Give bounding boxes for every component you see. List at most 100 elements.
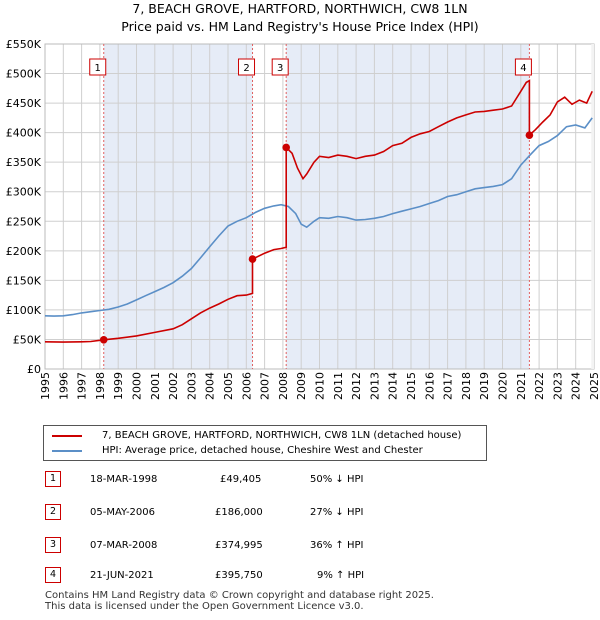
price-line xyxy=(44,79,593,343)
footer-attribution: Contains HM Land Registry data © Crown c… xyxy=(45,590,434,612)
x-tick-label-8: 2003 xyxy=(185,372,198,400)
x-tick-label-9: 2004 xyxy=(204,372,217,400)
y-tick-label-11: £550K xyxy=(6,38,42,51)
series-lines xyxy=(44,79,593,343)
x-tick-label-4: 1999 xyxy=(112,372,125,400)
x-tick-label-7: 2002 xyxy=(167,372,180,400)
sale-label-text-1: 1 xyxy=(95,63,101,74)
x-tick-label-0: 1995 xyxy=(39,372,52,400)
x-tick-label-24: 2019 xyxy=(478,372,491,400)
x-tick-label-30: 2025 xyxy=(588,372,600,400)
sale-label-2: 2 xyxy=(238,58,256,76)
sale-hpi-diff: 9% ↑ HPI xyxy=(317,570,365,581)
legend-swatch-property xyxy=(52,434,82,437)
x-tick-label-12: 2007 xyxy=(259,372,272,400)
sale-price: £186,000 xyxy=(215,507,263,518)
shade-period-1 xyxy=(103,44,253,369)
table-row: 4 21-JUN-2021 £395,750 9% ↑ HPI xyxy=(45,567,405,587)
legend-item-hpi: HPI: Average price, detached house, Ches… xyxy=(52,445,423,456)
x-tick-label-28: 2023 xyxy=(551,372,564,400)
sale-date: 18-MAR-1998 xyxy=(90,474,158,485)
legend-item-property: 7, BEACH GROVE, HARTFORD, NORTHWICH, CW8… xyxy=(52,430,461,441)
price-chart: 7, BEACH GROVE, HARTFORD, NORTHWICH, CW8… xyxy=(6,1,600,400)
x-tick-label-3: 1998 xyxy=(94,372,107,400)
sale-labels: 1 2 3 4 xyxy=(89,58,532,76)
x-tick-label-21: 2016 xyxy=(423,372,436,400)
sale-hpi-diff: 27% ↓ HPI xyxy=(310,507,364,518)
footer-line-2: This data is licensed under the Open Gov… xyxy=(45,601,364,612)
sale-hpi-diff: 36% ↑ HPI xyxy=(310,540,364,551)
sale-price: £374,995 xyxy=(215,540,263,551)
footer-line-1: Contains HM Land Registry data © Crown c… xyxy=(45,590,434,601)
y-tick-label-9: £450K xyxy=(6,97,42,110)
y-tick-label-6: £300K xyxy=(6,186,42,199)
table-row: 1 18-MAR-1998 £49,405 50% ↓ HPI xyxy=(45,471,405,491)
chart-subtitle: Price paid vs. HM Land Registry's House … xyxy=(121,19,478,34)
sale-point-2 xyxy=(248,255,257,263)
legend-label-property: 7, BEACH GROVE, HARTFORD, NORTHWICH, CW8… xyxy=(102,430,462,441)
y-tick-label-5: £250K xyxy=(6,215,42,228)
x-tick-label-26: 2021 xyxy=(515,372,528,400)
y-tick-label-0: £0 xyxy=(27,363,41,376)
x-tick-label-18: 2013 xyxy=(368,372,381,400)
legend: 7, BEACH GROVE, HARTFORD, NORTHWICH, CW8… xyxy=(43,425,487,461)
sale-price: £395,750 xyxy=(215,570,263,581)
grid-lines xyxy=(44,43,595,370)
x-tick-label-15: 2010 xyxy=(314,372,327,400)
y-tick-label-2: £100K xyxy=(6,304,42,317)
sale-number-badge: 4 xyxy=(45,567,61,583)
x-tick-label-25: 2020 xyxy=(497,372,510,400)
y-tick-label-7: £350K xyxy=(6,156,42,169)
sale-label-text-3: 3 xyxy=(277,63,283,74)
sale-hpi-diff: 50% ↓ HPI xyxy=(310,474,364,485)
x-tick-label-13: 2008 xyxy=(277,372,290,400)
sale-label-3: 3 xyxy=(271,58,289,76)
sale-label-box-4 xyxy=(514,58,532,76)
sale-number-badge: 2 xyxy=(45,504,61,520)
legend-swatch-hpi xyxy=(52,449,82,452)
x-tick-label-20: 2015 xyxy=(405,372,418,400)
y-tick-label-8: £400K xyxy=(6,127,42,140)
sale-point-3 xyxy=(282,143,290,152)
sale-label-box-1 xyxy=(89,58,107,76)
y-tick-label-4: £200K xyxy=(6,245,42,258)
sale-points xyxy=(99,131,534,344)
hpi-line xyxy=(44,117,593,317)
sale-label-text-4: 4 xyxy=(520,63,526,74)
y-tick-label-3: £150K xyxy=(6,274,42,287)
sale-point-4 xyxy=(525,131,534,139)
y-tick-label-1: £50K xyxy=(13,333,42,346)
sale-number-badge: 3 xyxy=(45,537,61,553)
x-tick-label-14: 2009 xyxy=(295,372,308,400)
x-tick-label-6: 2001 xyxy=(149,372,162,400)
sale-label-text-2: 2 xyxy=(243,63,249,74)
table-row: 2 05-MAY-2006 £186,000 27% ↓ HPI xyxy=(45,504,405,524)
x-tick-label-10: 2005 xyxy=(222,372,235,400)
x-tick-label-29: 2024 xyxy=(570,372,583,400)
x-tick-label-16: 2011 xyxy=(332,372,345,400)
x-tick-label-5: 2000 xyxy=(131,372,144,400)
y-tick-label-10: £500K xyxy=(6,68,42,81)
x-tick-label-19: 2014 xyxy=(387,372,400,400)
sale-date: 05-MAY-2006 xyxy=(90,507,156,518)
table-row: 3 07-MAR-2008 £374,995 36% ↑ HPI xyxy=(45,537,405,557)
x-tick-label-2: 1997 xyxy=(76,372,89,400)
x-tick-label-27: 2022 xyxy=(533,372,546,400)
future-area xyxy=(591,44,594,369)
x-tick-label-11: 2006 xyxy=(240,372,253,400)
sale-label-box-3 xyxy=(271,58,289,76)
legend-label-hpi: HPI: Average price, detached house, Ches… xyxy=(102,445,423,456)
x-tick-label-17: 2012 xyxy=(350,372,363,400)
x-tick-label-23: 2018 xyxy=(460,372,473,400)
chart-title: 7, BEACH GROVE, HARTFORD, NORTHWICH, CW8… xyxy=(132,1,467,16)
shade-period-2 xyxy=(286,44,530,369)
sale-label-1: 1 xyxy=(89,58,107,76)
sale-date: 07-MAR-2008 xyxy=(90,540,158,551)
y-axis-ticks: £0 £50K £100K £150K £200K £250K £300K £350K £400… xyxy=(6,38,42,376)
x-tick-label-22: 2017 xyxy=(442,372,455,400)
sale-date: 21-JUN-2021 xyxy=(90,570,154,581)
sale-number-badge: 1 xyxy=(45,471,61,487)
x-axis-ticks: 1995 1996 1997 1998 1999 2000 2001 2002 2003 2004… xyxy=(39,372,600,400)
sale-label-4: 4 xyxy=(514,58,532,76)
x-tick-label-1: 1996 xyxy=(57,372,70,400)
